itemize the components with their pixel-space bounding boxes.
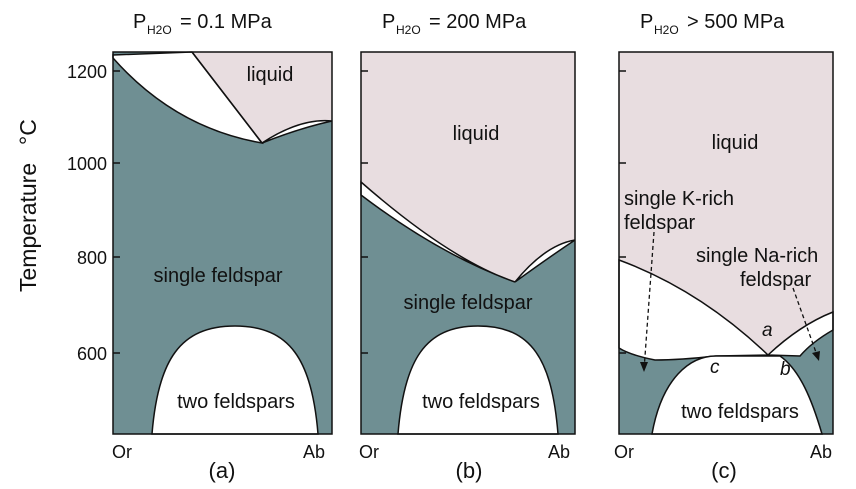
panel-c-x-left: Or bbox=[614, 442, 634, 462]
panel-b-liquid-field bbox=[361, 52, 575, 282]
panel-b-title-p: P bbox=[382, 11, 395, 33]
y-axis-label: Temperature bbox=[15, 163, 41, 292]
panel-a-two-feldspars-label: two feldspars bbox=[177, 391, 295, 413]
panel-b: liquid single feldspar two feldspars bbox=[360, 51, 576, 435]
panel-a-x-left: Or bbox=[112, 442, 132, 462]
y-tick-label-800: 800 bbox=[77, 248, 107, 268]
panel-b-title: P H2O = 200 MPa bbox=[382, 11, 527, 37]
panel-c-na-rich-arrowhead bbox=[812, 351, 820, 361]
panel-a-caption: (a) bbox=[209, 458, 236, 483]
panel-a-liquid-field bbox=[192, 52, 332, 143]
panel-c-point-b: b bbox=[780, 359, 791, 380]
panel-a-x-right: Ab bbox=[303, 442, 325, 462]
y-axis-title: Temperature °C bbox=[15, 119, 41, 292]
panel-c-na-rich-arrow bbox=[792, 287, 819, 359]
panel-b-solvus-dome bbox=[397, 325, 559, 435]
panel-a-title: P H2O = 0.1 MPa bbox=[133, 11, 273, 37]
y-tick-label-1000: 1000 bbox=[67, 154, 107, 174]
panel-a-frame bbox=[112, 51, 333, 435]
panel-c-solvus-dome bbox=[651, 355, 824, 435]
panel-c-x-right: Ab bbox=[810, 442, 832, 462]
panel-c-point-c: c bbox=[710, 357, 720, 378]
y-tick-label-600: 600 bbox=[77, 344, 107, 364]
panel-c-k-rich-line2: feldspar bbox=[624, 212, 695, 234]
panel-a-title-p: P bbox=[133, 11, 146, 33]
panel-a-title-sub: H2O bbox=[147, 23, 172, 37]
panel-a-single-feldspar-label: single feldspar bbox=[154, 265, 283, 287]
panel-c-title-value: > 500 MPa bbox=[687, 11, 785, 33]
panel-c-k-rich-arrowhead bbox=[640, 362, 648, 372]
panel-c-liquid-field bbox=[619, 52, 833, 355]
panel-c-title-sub: H2O bbox=[654, 23, 679, 37]
panel-b-x-left: Or bbox=[359, 442, 379, 462]
panel-b-single-feldspar-label: single feldspar bbox=[404, 292, 533, 314]
panel-c-title: P H2O > 500 MPa bbox=[640, 11, 785, 37]
panel-c-point-a: a bbox=[762, 320, 773, 341]
panel-b-liquid-label: liquid bbox=[453, 123, 500, 145]
panel-a-solidus-loop-k bbox=[112, 51, 264, 145]
panel-c-k-rich-arrow bbox=[643, 231, 655, 371]
panel-a-liquid-label: liquid bbox=[247, 64, 294, 86]
panel-b-two-feldspars-label: two feldspars bbox=[422, 391, 540, 413]
panel-c-na-rich-line1: single Na-rich bbox=[696, 245, 818, 267]
panel-a: liquid single feldspar two feldspars bbox=[112, 51, 333, 435]
panel-c-frame bbox=[618, 51, 834, 435]
panel-c-liquid-label: liquid bbox=[712, 132, 759, 154]
y-tick-label-1200: 1200 bbox=[67, 62, 107, 82]
panel-b-title-value: = 200 MPa bbox=[429, 11, 527, 33]
panel-c: liquid single K-rich feldspar single Na-… bbox=[618, 51, 834, 435]
panel-b-caption: (b) bbox=[456, 458, 483, 483]
panel-c-caption: (c) bbox=[711, 458, 737, 483]
panel-a-solvus-dome bbox=[151, 325, 319, 435]
panel-c-two-feldspars-label: two feldspars bbox=[681, 401, 799, 423]
panel-c-title-p: P bbox=[640, 11, 653, 33]
panel-b-title-sub: H2O bbox=[396, 23, 421, 37]
panel-a-title-value: = 0.1 MPa bbox=[180, 11, 273, 33]
panel-b-x-right: Ab bbox=[548, 442, 570, 462]
panel-a-liquidus-line bbox=[191, 51, 263, 144]
panel-c-k-rich-line1: single K-rich bbox=[624, 188, 734, 210]
panel-c-na-rich-line2: feldspar bbox=[740, 269, 811, 291]
y-axis-unit: °C bbox=[15, 119, 41, 145]
panel-b-frame bbox=[360, 51, 576, 435]
